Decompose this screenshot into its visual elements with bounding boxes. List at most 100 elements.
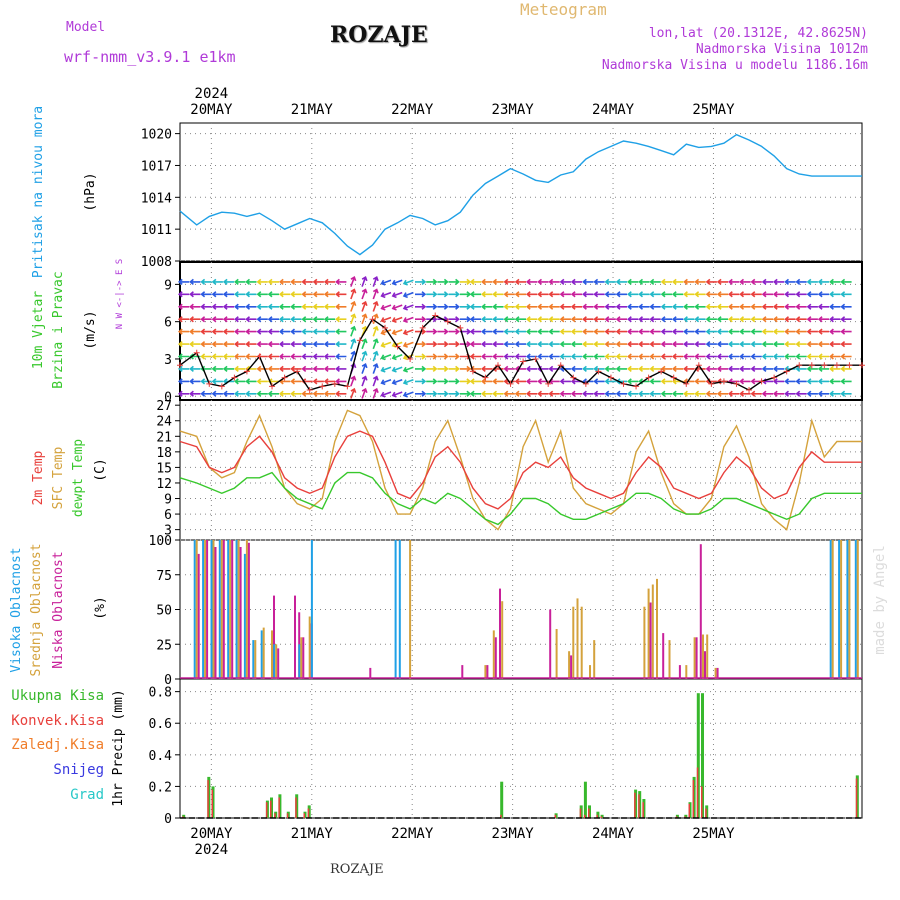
- wind-arrow: [705, 291, 717, 298]
- wind-arrow: [448, 378, 460, 385]
- wind-arrow: [582, 353, 594, 360]
- wind-arrow: [806, 328, 818, 335]
- wind-arrow: [437, 278, 449, 286]
- y-tick-label: 0.8: [149, 686, 172, 701]
- high-cloud-bar: [854, 540, 857, 679]
- low-cloud-bar: [273, 595, 275, 679]
- wind-arrow: [829, 353, 841, 360]
- wind-arrow: [817, 328, 830, 335]
- wind-arrow: [222, 328, 235, 335]
- wind-arrow: [795, 365, 807, 373]
- high-cloud-bar: [829, 540, 832, 679]
- date-tick-label-bottom: 22MAY: [391, 826, 434, 842]
- wind-arrow: [627, 390, 639, 397]
- low-cloud-bar: [277, 648, 280, 679]
- date-tick-label-top: 21MAY: [291, 102, 334, 118]
- wind-arrow: [638, 278, 650, 286]
- wind-arrow: [448, 365, 460, 373]
- wind-arrow: [415, 278, 427, 286]
- wind-arrow: [570, 353, 583, 360]
- conv-precip-bar: [634, 792, 636, 818]
- wind-arrow: [503, 278, 515, 286]
- wind-arrow: [559, 316, 571, 323]
- model-label: Model: [66, 20, 106, 35]
- wind-arrow: [492, 378, 504, 385]
- wind-arrow: [593, 365, 605, 373]
- wind-gust-mark: [319, 383, 326, 390]
- wind-arrow: [649, 291, 661, 298]
- wind-arrow: [256, 328, 268, 335]
- date-tick-label-bottom: 25MAY: [692, 826, 735, 842]
- wind-gust-mark: [683, 380, 690, 387]
- wind-arrow: [177, 303, 190, 310]
- wind-arrow: [361, 338, 368, 350]
- wind-arrow: [829, 316, 841, 323]
- wind-arrow: [817, 316, 830, 323]
- mid-cloud-bar: [589, 665, 591, 679]
- wind-gust-mark: [494, 362, 501, 369]
- mid-cloud-bar: [651, 584, 654, 679]
- low-cloud-bar: [486, 665, 489, 679]
- wind-gust-mark: [821, 362, 828, 369]
- low-cloud-bar: [294, 595, 296, 679]
- wind-arrow: [548, 328, 560, 335]
- wind-arrow: [234, 365, 246, 373]
- wind-arrow: [200, 328, 212, 335]
- wind-gust-mark: [306, 387, 313, 394]
- low-cloud-bar: [222, 540, 225, 679]
- wind-arrow: [649, 378, 661, 385]
- wind-arrow: [750, 328, 762, 335]
- wind-arrow: [459, 291, 472, 298]
- temp2m-line: [179, 430, 862, 510]
- wind-arrow: [211, 340, 223, 348]
- wind-arrow: [481, 340, 493, 348]
- wind-arrow: [245, 353, 257, 360]
- wind-arrow: [582, 328, 594, 335]
- wind-arrow: [189, 390, 201, 397]
- mid-cloud-bar: [593, 640, 596, 679]
- mid-cloud-bar: [271, 630, 273, 679]
- wind-arrow: [459, 316, 472, 323]
- wind-gust-mark: [771, 374, 778, 381]
- wind-arrow: [683, 340, 695, 348]
- wind-arrow: [492, 328, 504, 335]
- wind-arrow: [335, 291, 347, 298]
- conv-precip-bar: [642, 802, 644, 818]
- low-cloud-bar: [695, 637, 698, 679]
- wind-arrow: [593, 278, 605, 286]
- wind-arrow: [705, 303, 717, 310]
- wind-arrow: [806, 303, 818, 310]
- wind-arrow: [593, 353, 605, 360]
- wind-arrow: [234, 340, 246, 348]
- wind-arrow: [323, 278, 336, 286]
- wind-arrow: [660, 291, 672, 298]
- wind-arrow: [525, 365, 538, 373]
- sfc-temp-line: [179, 409, 862, 531]
- wind-arrow: [301, 353, 313, 360]
- mid-cloud-bar: [647, 588, 650, 679]
- conv-precip-bar: [583, 814, 586, 818]
- wind-arrow: [739, 340, 751, 348]
- wind-arrow: [660, 328, 672, 335]
- wind-arrow: [548, 278, 560, 286]
- wind-arrow: [593, 390, 605, 397]
- wind-gust-mark: [507, 380, 514, 387]
- wind-arrow: [301, 303, 313, 310]
- wind-arrow: [256, 365, 268, 373]
- wind-arrow: [459, 303, 472, 310]
- mid-cloud-bar: [308, 616, 311, 679]
- wind-arrow: [772, 378, 785, 385]
- wind-arrow: [671, 390, 684, 397]
- wind-arrow: [829, 303, 841, 310]
- conv-precip-bar: [303, 813, 305, 818]
- wind-arrow: [335, 303, 347, 310]
- wind-arrow: [481, 291, 493, 298]
- wind-arrow: [323, 328, 336, 335]
- total-precip-bar: [696, 693, 700, 818]
- mid-cloud-bar: [856, 540, 859, 679]
- wind-gust-mark: [658, 368, 665, 375]
- wind-arrow: [514, 353, 526, 360]
- wind-arrow: [615, 291, 627, 298]
- wind-arrow: [267, 353, 279, 360]
